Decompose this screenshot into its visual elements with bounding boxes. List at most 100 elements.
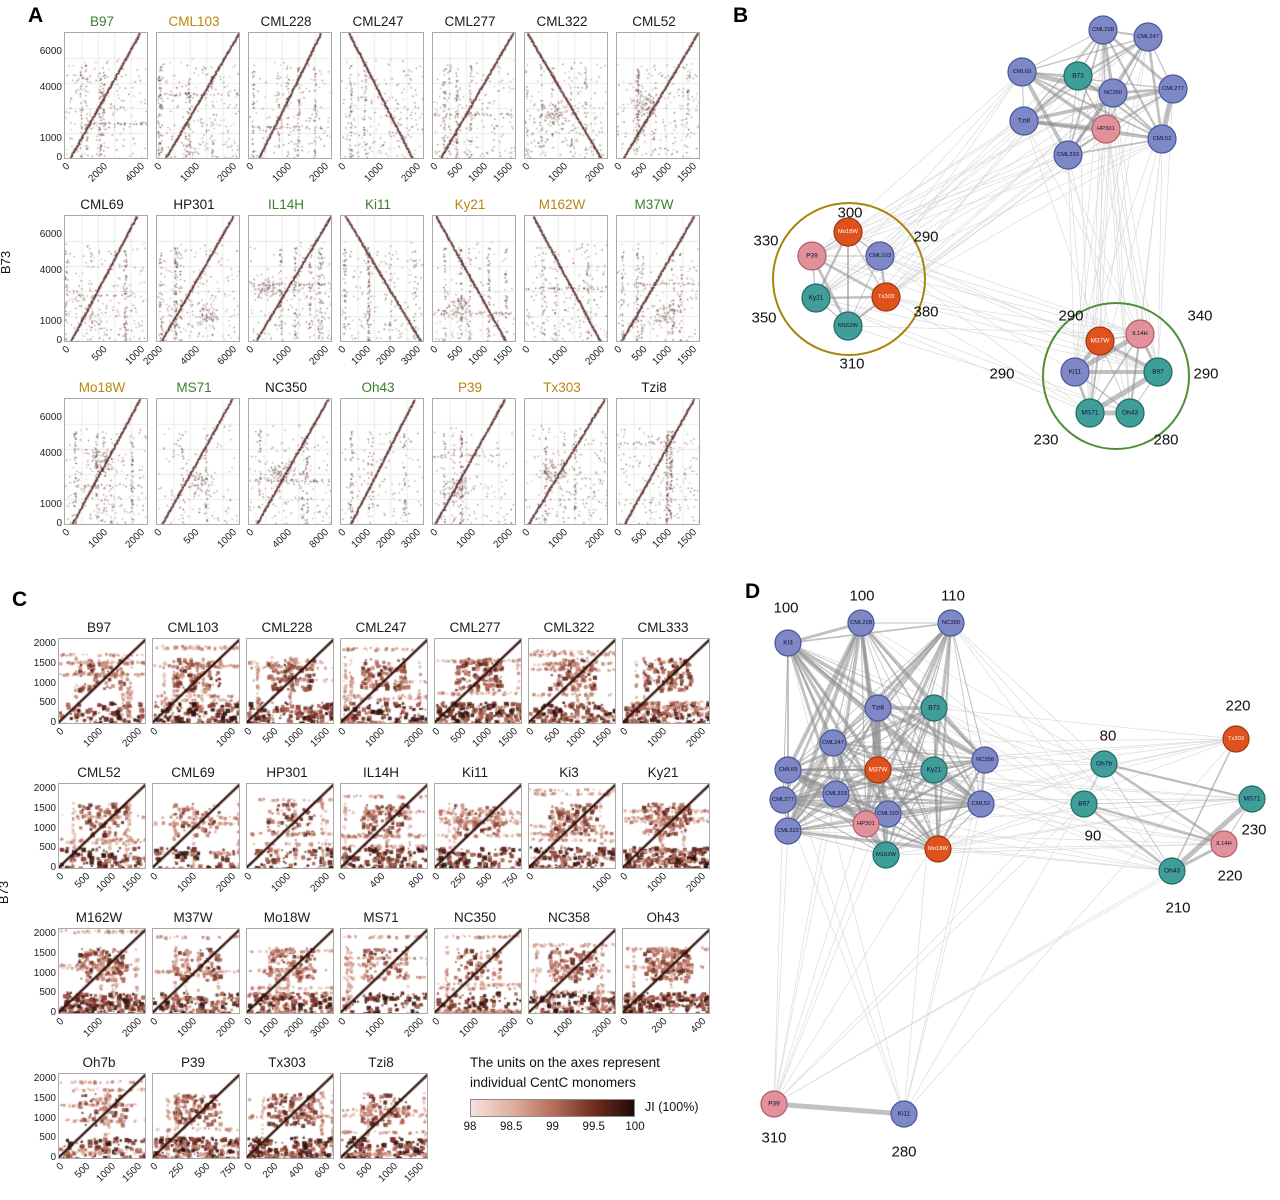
subplot-title: CML52 bbox=[77, 765, 121, 780]
x-tick-label: 0 bbox=[337, 161, 349, 173]
subplot-title: CML322 bbox=[536, 14, 588, 29]
y-tick-label: 1000 bbox=[33, 1112, 56, 1124]
node-label: Tzi8 bbox=[872, 705, 885, 712]
subplot-title: M37W bbox=[173, 910, 213, 925]
network-node: Tzi8 bbox=[864, 694, 892, 722]
network-node: B73 bbox=[1063, 61, 1093, 91]
x-tick-label: 1000 bbox=[546, 527, 570, 551]
x-tick-label: 1500 bbox=[590, 726, 615, 750]
edge-weight-label: 310 bbox=[761, 1130, 786, 1147]
edge-weight-labels: 100 100 110 80 220 90 230 220 210 310 280 bbox=[761, 588, 1266, 1161]
x-tick-label: 1000 bbox=[645, 871, 670, 895]
x-tick-label: 1000 bbox=[376, 1161, 401, 1185]
x-tick-label: 2000 bbox=[684, 871, 709, 895]
dotplot-cell: Tx303 0 1000 2000 bbox=[516, 380, 608, 563]
x-tick-label: 2000 bbox=[496, 1016, 521, 1040]
edge-weight-label: 290 bbox=[1193, 366, 1218, 383]
node-label: Ki11 bbox=[898, 1111, 911, 1118]
y-tick-label: 6000 bbox=[39, 45, 62, 57]
x-tick-label: 500 bbox=[543, 726, 563, 746]
x-tick-label: 6000 bbox=[215, 344, 239, 368]
heatmap-plot: 0 500 1000 1500 bbox=[243, 638, 334, 750]
heatmap-cell: CML277 0 500 1000 1500 bbox=[428, 620, 522, 765]
heatmap-plot: 2000 1500 1000 500 0 0 1000 2000 bbox=[34, 928, 146, 1040]
x-tick-label: 0 bbox=[337, 726, 349, 738]
network-node: CML333 bbox=[822, 780, 850, 808]
dot-plot-canvas bbox=[157, 216, 239, 341]
subplot-title: P39 bbox=[180, 1055, 206, 1070]
subplot-title: Oh43 bbox=[646, 910, 680, 925]
x-tick-label: 1000 bbox=[470, 726, 495, 750]
x-tick-label: 1000 bbox=[269, 871, 294, 895]
subplot-title: CML247 bbox=[352, 14, 404, 29]
x-tick-label: 0 bbox=[55, 871, 67, 883]
x-tick-label: 2000 bbox=[215, 161, 239, 185]
network-node: IL14H bbox=[1210, 830, 1238, 858]
node-label: IL14H bbox=[1216, 841, 1231, 847]
dot-plot-canvas bbox=[341, 399, 423, 524]
subplot-title: HP301 bbox=[173, 197, 215, 212]
x-tick-label: 0 bbox=[149, 1016, 161, 1028]
x-tick-label: 1500 bbox=[675, 527, 699, 551]
y-tick-label: 500 bbox=[39, 987, 56, 999]
edge-weight-label: 230 bbox=[1033, 432, 1058, 449]
dot-plot: 0 1000 2000 bbox=[245, 215, 332, 368]
dot-plot: 0 1000 2000 bbox=[337, 32, 424, 185]
y-tick-label: 500 bbox=[39, 697, 56, 709]
network-node: MS71 bbox=[1238, 785, 1266, 813]
network-node: B97 bbox=[1070, 790, 1098, 818]
dot-plot: 0 500 1000 1500 bbox=[613, 398, 700, 551]
green-cluster-circle bbox=[1042, 302, 1190, 450]
y-tick-label: 0 bbox=[56, 334, 62, 346]
x-tick-label: 1500 bbox=[402, 1161, 427, 1185]
heatmap-cell: NC358 0 1000 2000 bbox=[522, 910, 616, 1055]
y-tick-label: 1500 bbox=[33, 802, 56, 814]
x-tick-label: 500 bbox=[261, 726, 281, 746]
network-node: B73 bbox=[920, 694, 948, 722]
heatmap-cell: Oh43 0 200 400 bbox=[616, 910, 710, 1055]
edge-weight-label: 80 bbox=[1100, 728, 1117, 745]
x-tick-label: 0 bbox=[149, 726, 161, 738]
dotplot-cell: HP301 2000 4000 6000 bbox=[141, 197, 240, 380]
subplot-title: CML228 bbox=[261, 620, 313, 635]
node-label: M37W bbox=[1091, 338, 1111, 345]
heatmap-cell: CML103 0 1000 bbox=[146, 620, 240, 765]
edge-weight-label: 220 bbox=[1225, 698, 1250, 715]
heatmap-plot: 0 1000 2000 bbox=[337, 928, 428, 1040]
network-node: Oh7b bbox=[1090, 750, 1118, 778]
dotplot-cell: IL14H 0 1000 2000 bbox=[240, 197, 332, 380]
dot-plot: 6000 4000 1000 0 0 2000 4000 bbox=[40, 32, 148, 185]
node-label: Mo18W bbox=[928, 846, 949, 852]
heatmap-plot: 0 500 1000 1500 bbox=[431, 638, 522, 750]
network-node: Ky21 bbox=[920, 756, 948, 784]
dot-plot: 0 500 1000 bbox=[153, 398, 240, 551]
x-tick-label: 1000 bbox=[457, 1016, 482, 1040]
panel-b-label: B bbox=[733, 4, 749, 27]
heatmap-plot: 0 500 1000 1500 bbox=[525, 638, 616, 750]
node-label: NC350 bbox=[1104, 90, 1122, 96]
x-tick-label: 600 bbox=[312, 1161, 333, 1181]
dot-plot-canvas bbox=[433, 399, 515, 524]
heatmap-plot: 0 1000 bbox=[525, 783, 616, 895]
x-tick-label: 1000 bbox=[86, 527, 110, 551]
node-label: Tzi8 bbox=[1018, 118, 1031, 125]
x-tick-label: 0 bbox=[337, 871, 349, 883]
heatmap-cell: Mo18W 0 1000 2000 3000 bbox=[240, 910, 334, 1055]
node-label: Mo18W bbox=[838, 229, 859, 235]
node-label: CML228 bbox=[850, 620, 872, 626]
subplot-title: NC350 bbox=[453, 910, 497, 925]
dot-plot: 0 1000 2000 bbox=[245, 32, 332, 185]
y-tick-label: 500 bbox=[39, 1132, 56, 1144]
y-tick-label: 6000 bbox=[39, 228, 62, 240]
x-tick-label: 500 bbox=[629, 161, 650, 181]
subplot-title: Ki11 bbox=[364, 197, 392, 212]
node-label: CML333 bbox=[1057, 152, 1079, 158]
y-tick-label: 0 bbox=[50, 717, 56, 729]
x-tick-label: 0 bbox=[525, 1016, 537, 1028]
subplot-title: CML69 bbox=[80, 197, 124, 212]
x-tick-label: 2000 bbox=[308, 871, 333, 895]
subplot-title: P39 bbox=[457, 380, 483, 395]
dot-plot-canvas bbox=[249, 399, 331, 524]
node-label: P39 bbox=[768, 1101, 780, 1108]
x-tick-label: 2000 bbox=[307, 344, 331, 368]
